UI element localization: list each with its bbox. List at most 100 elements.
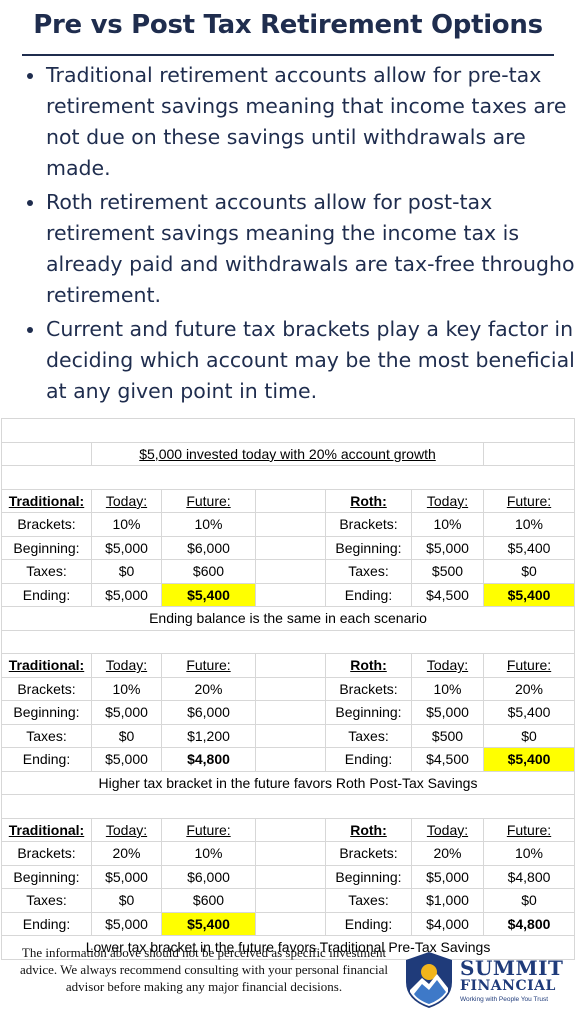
conclusion-row: Ending balance is the same in each scena… [0,606,576,631]
comparison-table: $5,000 invested today with 20% account g… [0,418,576,960]
roth-future-value: 10% [482,512,576,537]
empty-cell [255,653,326,678]
empty-cell [255,864,326,889]
scenario-conclusion: Higher tax bracket in the future favors … [0,770,576,795]
scenario-header-row: Traditional: Today: Future: Roth: Today: Futu… [1,817,576,842]
empty-cell [255,582,326,607]
table-row: Ending: $5,000 $5,400 Ending: $4,000 $4,800 [1,911,576,936]
row-label: Beginning: [325,535,412,560]
table-row: Taxes: $0 $1,200 Taxes: $500 $0 [1,723,576,748]
row-label: Taxes: [1,723,92,748]
today-header: Today: [411,817,484,842]
table-row: Brackets: 20% 10% Brackets: 20% 10% [1,841,576,866]
roth-future-value: 20% [482,676,576,701]
empty-cell [0,418,576,443]
empty-cell [255,535,326,560]
row-label: Ending: [1,747,92,772]
roth-today-value: $4,500 [411,582,484,607]
bullet-item: Traditional retirement accounts allow fo… [46,60,576,184]
table-row: Ending: $5,000 $5,400 Ending: $4,500 $5,400 [1,582,576,607]
traditional-today-value: $5,000 [91,582,162,607]
empty-cell [255,888,326,913]
empty-cell [255,488,326,513]
roth-future-value: $0 [482,888,576,913]
table-row: Taxes: $0 $600 Taxes: $500 $0 [1,559,576,584]
future-header: Future: [482,817,576,842]
spacer-row [0,418,576,443]
traditional-today-value: $5,000 [91,911,162,936]
empty-cell [255,676,326,701]
empty-cell [255,700,326,725]
empty-cell [255,911,326,936]
empty-cell [0,465,576,490]
empty-cell [255,723,326,748]
row-label: Beginning: [1,535,92,560]
future-header: Future: [482,488,576,513]
roth-future-value: 10% [482,841,576,866]
traditional-future-value: $600 [161,559,256,584]
row-label: Ending: [325,582,412,607]
roth-today-value: $5,000 [411,700,484,725]
traditional-header: Traditional: [1,817,92,842]
table-row: Ending: $5,000 $4,800 Ending: $4,500 $5,400 [1,747,576,772]
table-row: Beginning: $5,000 $6,000 Beginning: $5,000 $5… [1,535,576,560]
empty-cell [255,841,326,866]
bullet-item: Current and future tax brackets play a k… [46,314,576,407]
logo-sub: FINANCIAL [460,978,556,994]
traditional-future-value: $5,400 [161,911,256,936]
traditional-today-value: $5,000 [91,535,162,560]
traditional-future-value: $6,000 [161,535,256,560]
roth-today-value: $5,000 [411,864,484,889]
traditional-header: Traditional: [1,653,92,678]
future-header: Future: [161,488,256,513]
row-label: Taxes: [1,888,92,913]
empty-cell [255,559,326,584]
company-logo: SUMMIT FINANCIAL Working with People You… [402,950,572,1010]
row-label: Taxes: [325,888,412,913]
traditional-future-value: 10% [161,512,256,537]
roth-future-value: $4,800 [482,911,576,936]
traditional-today-value: $0 [91,723,162,748]
row-label: Ending: [325,747,412,772]
bullet-list: Traditional retirement accounts allow fo… [22,60,576,410]
row-label: Ending: [1,911,92,936]
traditional-today-value: $0 [91,559,162,584]
row-label: Brackets: [1,841,92,866]
empty-cell [0,794,576,819]
roth-today-value: $4,500 [411,747,484,772]
mountain-sun-shield-icon [406,952,452,1008]
scenario-conclusion: Lower tax bracket in the future favors T… [0,935,576,960]
table-heading-row: $5,000 invested today with 20% account g… [1,441,576,466]
row-label: Brackets: [325,841,412,866]
today-header: Today: [411,488,484,513]
table-heading: $5,000 invested today with 20% account g… [91,441,484,466]
roth-future-value: $5,400 [482,535,576,560]
roth-future-value: $5,400 [482,747,576,772]
roth-future-value: $5,400 [482,700,576,725]
traditional-future-value: 20% [161,676,256,701]
traditional-today-value: $5,000 [91,864,162,889]
conclusion-row: Higher tax bracket in the future favors … [0,770,576,795]
table-row: Beginning: $5,000 $6,000 Beginning: $5,000 $5… [1,700,576,725]
traditional-today-value: 10% [91,676,162,701]
table-row: Brackets: 10% 10% Brackets: 10% 10% [1,512,576,537]
row-label: Ending: [1,582,92,607]
row-label: Taxes: [1,559,92,584]
traditional-today-value: $0 [91,888,162,913]
roth-today-value: $500 [411,559,484,584]
roth-today-value: $500 [411,723,484,748]
traditional-today-value: $5,000 [91,747,162,772]
roth-today-value: 20% [411,841,484,866]
conclusion-row: Lower tax bracket in the future favors T… [0,935,576,960]
traditional-today-value: $5,000 [91,700,162,725]
scenario-header-row: Traditional: Today: Future: Roth: Today: Futu… [1,653,576,678]
empty-cell [255,512,326,537]
future-header: Future: [482,653,576,678]
today-header: Today: [91,488,162,513]
row-label: Taxes: [325,723,412,748]
table-row: Taxes: $0 $600 Taxes: $1,000 $0 [1,888,576,913]
row-label: Brackets: [325,676,412,701]
table-heading-text: $5,000 invested today with 20% account g… [139,445,436,462]
roth-today-value: $4,000 [411,911,484,936]
roth-header: Roth: [325,817,412,842]
